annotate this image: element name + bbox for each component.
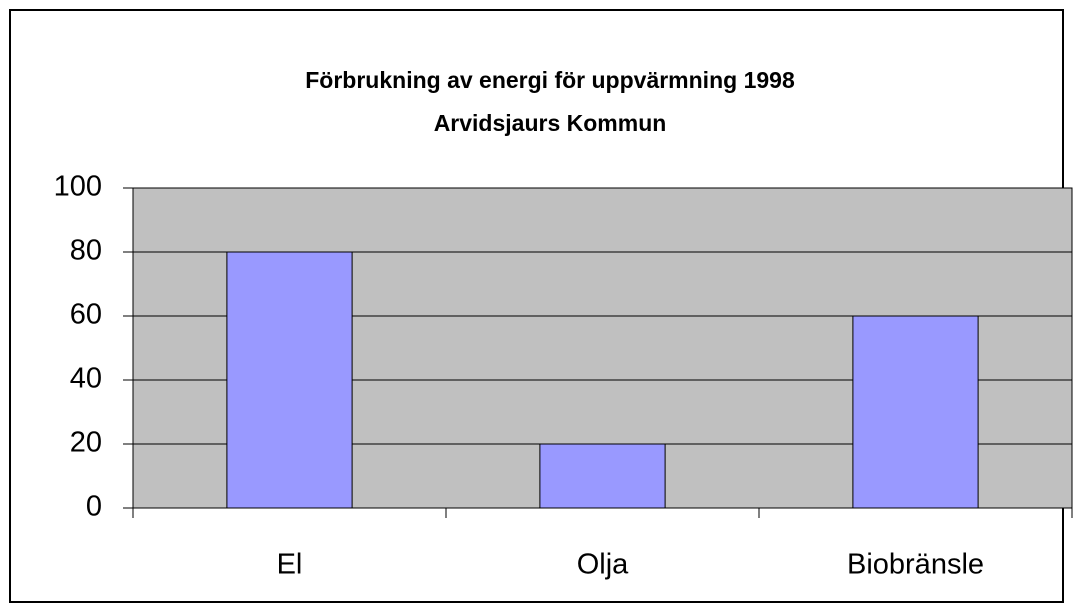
y-tick-label: 20 — [70, 427, 102, 459]
bar — [539, 443, 666, 509]
bar — [226, 251, 353, 509]
chart-subtitle: Arvidsjaurs Kommun — [434, 110, 667, 136]
bar — [852, 315, 979, 509]
y-tick-label: 0 — [86, 491, 102, 523]
x-tick-label: Olja — [577, 549, 629, 581]
y-tick-label: 100 — [54, 171, 102, 203]
x-tick-label: Biobränsle — [847, 549, 984, 581]
x-tick-label: El — [277, 549, 303, 581]
y-tick-label: 80 — [70, 235, 102, 267]
y-tick-label: 40 — [70, 363, 102, 395]
y-tick-label: 60 — [70, 299, 102, 331]
chart-title: Förbrukning av energi för uppvärmning 19… — [305, 67, 795, 93]
